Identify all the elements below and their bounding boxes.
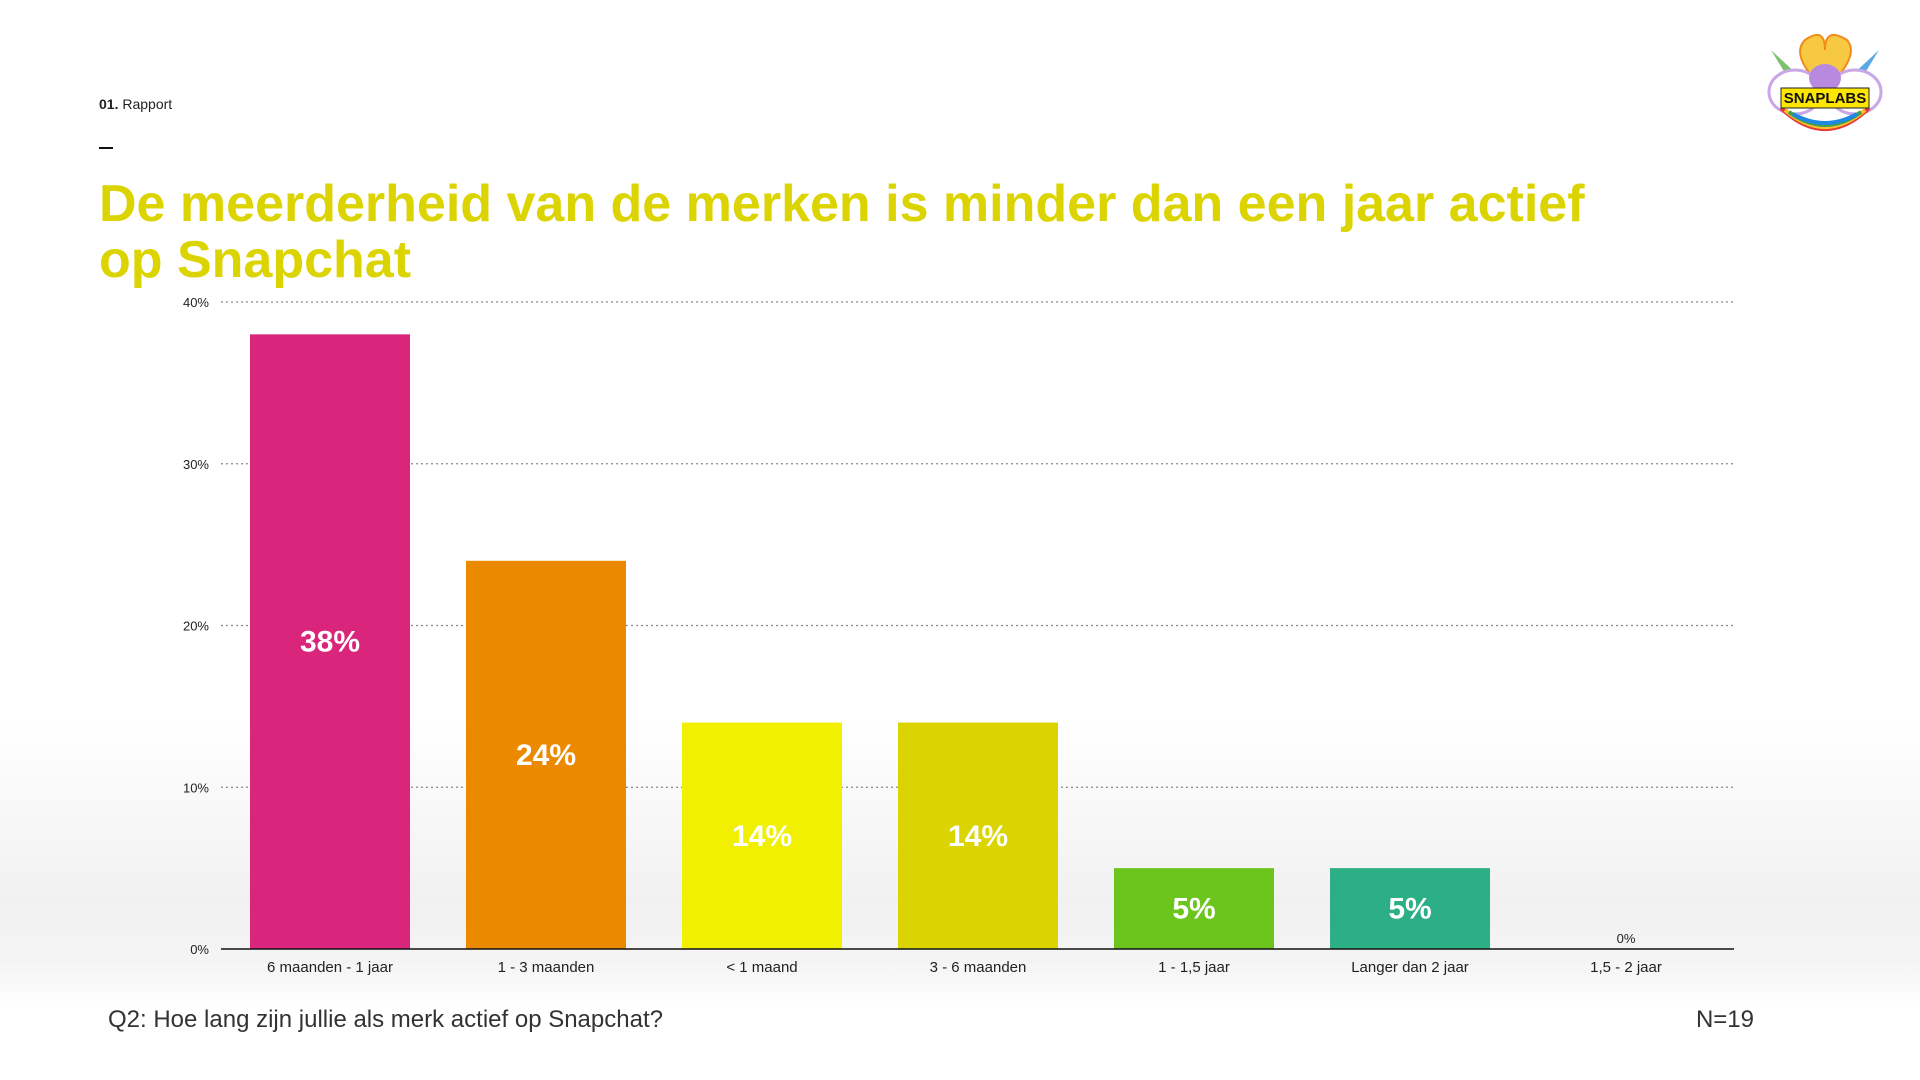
x-tick-label: 1 - 3 maanden <box>498 959 595 976</box>
x-tick-label: 3 - 6 maanden <box>930 959 1027 976</box>
bar <box>466 560 626 949</box>
bar <box>250 334 410 950</box>
section-label: 01. Rapport <box>99 96 172 112</box>
bar <box>1330 868 1490 949</box>
snaplabs-logo: SNAPLABS <box>1767 33 1883 131</box>
y-tick-label: 0% <box>190 942 209 957</box>
x-tick-label: 6 maanden - 1 jaar <box>267 959 393 976</box>
page-title: De meerderheid van de merken is minder d… <box>99 175 1585 289</box>
sample-size: N=19 <box>1695 1006 1754 1033</box>
x-tick-label: 1 - 1,5 jaar <box>1158 959 1230 976</box>
bar <box>682 722 842 949</box>
bar-chart: 0% 10% 20% 30% 40% 38% 6 maanden - 1 jaar 24% 1… <box>183 295 1734 976</box>
data-label: 24% <box>516 739 576 772</box>
data-label: 38% <box>300 626 360 659</box>
data-label: 14% <box>948 820 1008 853</box>
data-label: 14% <box>732 820 792 853</box>
x-tick-label: Langer dan 2 jaar <box>1351 959 1469 976</box>
y-tick-label: 10% <box>183 780 209 795</box>
y-tick-label: 20% <box>183 619 209 634</box>
x-tick-label: < 1 maand <box>726 959 797 976</box>
bar <box>898 722 1058 949</box>
divider <box>99 147 113 149</box>
bar <box>1114 868 1274 949</box>
data-label: 5% <box>1388 893 1431 926</box>
data-label: 0% <box>1617 931 1636 946</box>
x-tick-label: 1,5 - 2 jaar <box>1590 959 1662 976</box>
survey-question: Q2: Hoe lang zijn jullie als merk actief… <box>108 1006 663 1033</box>
section-name: Rapport <box>122 96 173 112</box>
data-label: 5% <box>1172 893 1215 926</box>
y-tick-label: 40% <box>183 295 209 310</box>
logo-text: SNAPLABS <box>1784 90 1867 107</box>
section-number: 01. <box>99 96 119 112</box>
y-tick-label: 30% <box>183 457 209 472</box>
